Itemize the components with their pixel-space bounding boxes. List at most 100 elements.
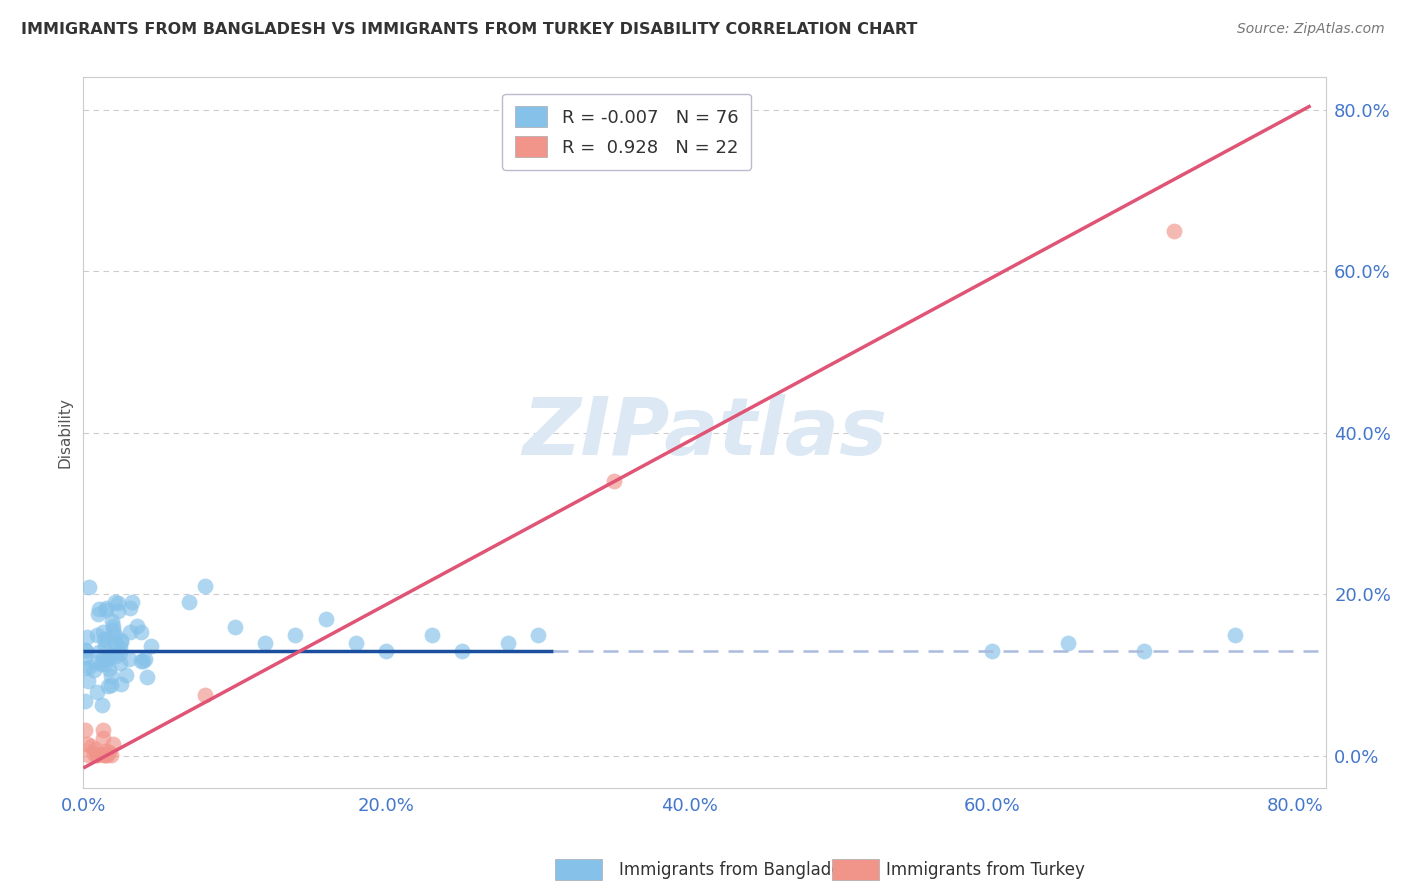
Point	[73, 643, 96, 657]
Point	[83, 747, 105, 762]
Point	[121, 594, 143, 608]
Point	[94, 601, 117, 615]
Point	[129, 625, 152, 640]
Point	[86, 607, 108, 622]
Point	[602, 475, 624, 489]
Point	[90, 657, 112, 671]
Point	[1133, 644, 1156, 658]
Point	[94, 748, 117, 763]
Point	[107, 604, 129, 618]
Point	[77, 748, 100, 763]
Point	[96, 652, 118, 666]
Point	[96, 748, 118, 763]
Point	[84, 742, 107, 756]
Point	[193, 579, 215, 593]
Point	[90, 747, 112, 762]
Point	[97, 679, 120, 693]
Point	[100, 647, 122, 661]
Point	[527, 628, 550, 642]
Point	[101, 623, 124, 637]
Point	[98, 649, 121, 664]
Point	[344, 636, 367, 650]
Point	[91, 652, 114, 666]
Point	[96, 633, 118, 648]
Point	[98, 746, 121, 760]
Point	[1163, 224, 1185, 238]
Point	[254, 636, 277, 650]
Point	[103, 618, 125, 632]
Point	[101, 737, 124, 751]
Point	[118, 652, 141, 666]
Point	[73, 649, 96, 664]
Point	[118, 600, 141, 615]
Point	[89, 601, 111, 615]
Point	[93, 657, 115, 672]
Point	[86, 628, 108, 642]
Point	[1057, 636, 1080, 650]
Point	[110, 634, 132, 648]
Point	[193, 689, 215, 703]
Point	[101, 614, 124, 628]
Point	[93, 632, 115, 647]
Point	[86, 684, 108, 698]
Point	[104, 635, 127, 649]
Point	[94, 639, 117, 653]
Point	[1223, 628, 1246, 642]
Point	[91, 698, 114, 712]
Point	[91, 731, 114, 746]
Point	[981, 644, 1004, 658]
Text: Immigrants from Turkey: Immigrants from Turkey	[886, 861, 1084, 879]
Point	[284, 628, 307, 642]
Point	[73, 694, 96, 708]
Point	[224, 620, 246, 634]
Point	[141, 640, 163, 654]
Point	[127, 619, 149, 633]
Point	[97, 662, 120, 676]
Point	[104, 649, 127, 664]
Point	[83, 663, 105, 677]
Point	[77, 580, 100, 594]
Point	[110, 677, 132, 691]
Point	[110, 632, 132, 647]
Point	[75, 723, 97, 737]
Y-axis label: Disability: Disability	[58, 398, 72, 468]
Point	[134, 652, 156, 666]
Point	[108, 656, 131, 670]
Point	[108, 640, 131, 655]
Text: ZIPatlas: ZIPatlas	[522, 394, 887, 472]
Point	[315, 612, 337, 626]
Point	[93, 748, 115, 763]
Point	[110, 646, 132, 660]
Point	[131, 654, 153, 668]
Point	[94, 744, 117, 758]
Point	[91, 723, 114, 737]
Point	[107, 596, 129, 610]
Point	[104, 628, 127, 642]
Point	[420, 628, 443, 642]
Point	[375, 644, 398, 658]
Point	[76, 630, 98, 644]
Legend: R = -0.007   N = 76, R =  0.928   N = 22: R = -0.007 N = 76, R = 0.928 N = 22	[502, 94, 751, 169]
Point	[100, 669, 122, 683]
Point	[77, 673, 100, 688]
Point	[86, 748, 108, 763]
Point	[496, 636, 519, 650]
Point	[87, 645, 110, 659]
Point	[73, 660, 96, 674]
Text: Source: ZipAtlas.com: Source: ZipAtlas.com	[1237, 22, 1385, 37]
Point	[91, 625, 114, 640]
Point	[75, 644, 97, 658]
Point	[100, 748, 122, 763]
Point	[120, 624, 142, 639]
Point	[131, 654, 153, 668]
Point	[76, 737, 98, 751]
Point	[136, 670, 159, 684]
Point	[84, 655, 107, 669]
Point	[94, 603, 117, 617]
Point	[115, 668, 138, 682]
Point	[451, 644, 474, 658]
Text: Immigrants from Bangladesh: Immigrants from Bangladesh	[619, 861, 860, 879]
Point	[80, 739, 103, 754]
Point	[104, 595, 127, 609]
Text: IMMIGRANTS FROM BANGLADESH VS IMMIGRANTS FROM TURKEY DISABILITY CORRELATION CHAR: IMMIGRANTS FROM BANGLADESH VS IMMIGRANTS…	[21, 22, 918, 37]
